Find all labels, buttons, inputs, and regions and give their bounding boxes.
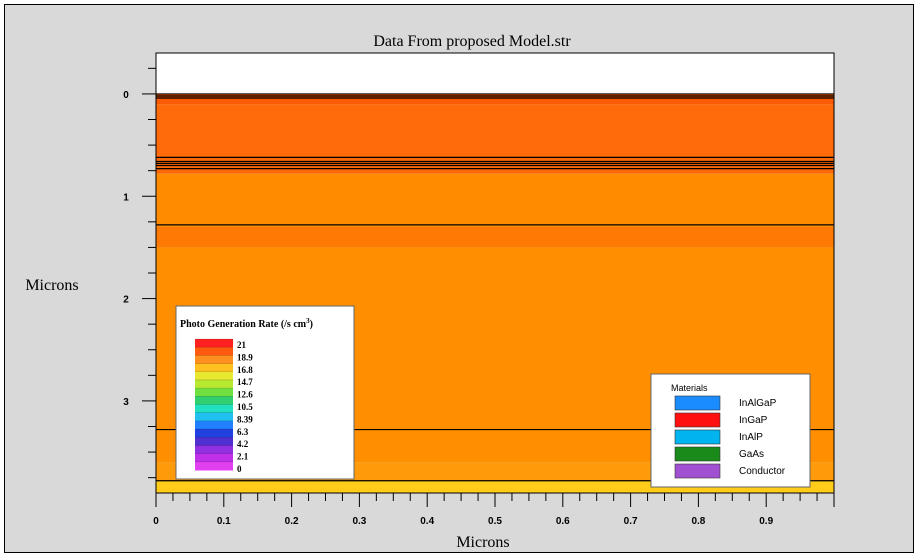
- region-1: [156, 93, 834, 105]
- photo-legend-label: 12.6: [237, 390, 253, 400]
- x-tick-label: 0.5: [488, 516, 502, 527]
- y-axis-label: Microns: [25, 277, 78, 294]
- photo-legend-label: 18.9: [237, 352, 253, 362]
- photo-swatch-11: [195, 429, 233, 438]
- material-label: InAlP: [739, 432, 763, 443]
- photo-legend-label: 21: [237, 340, 247, 350]
- x-tick-label: 0.4: [420, 516, 434, 527]
- y-tick-label: 1: [123, 192, 129, 203]
- photo-swatch-10: [195, 420, 233, 430]
- photo-legend-label: 0: [237, 464, 242, 474]
- x-tick-label: 0.7: [624, 516, 638, 527]
- photo-swatch-3: [195, 363, 233, 373]
- photo-swatch-14: [195, 453, 233, 463]
- x-tick-label: 0.1: [217, 516, 231, 527]
- materials-legend: Materials InAlGaP InGaP InAlP GaAs Conductor: [650, 373, 811, 488]
- photo-swatch-5: [195, 379, 233, 389]
- materials-legend-title: Materials: [671, 383, 708, 393]
- photo-swatch-7: [195, 396, 233, 405]
- y-tick-label: 2: [123, 295, 129, 306]
- chart-canvas: Data From proposed Model.str 0 1 2 3 0 0.1 0.2…: [25, 33, 835, 551]
- photo-swatch-1: [195, 347, 233, 356]
- photo-legend-label: 10.5: [237, 402, 253, 412]
- material-swatch-0: [674, 395, 721, 411]
- material-swatch-2: [674, 429, 721, 445]
- photo-swatch-13: [195, 445, 233, 455]
- photo-legend-label: 6.3: [237, 427, 249, 437]
- axes-layer: 0 1 2 3 0 0.1 0.2 0.3 0.4 0.5 0.6 0.7 0.8 0.9: [123, 52, 835, 527]
- photo-legend-label: 16.8: [237, 365, 253, 375]
- material-swatch-1: [674, 412, 721, 428]
- region-4: [156, 173, 834, 227]
- material-label: InGaP: [739, 415, 768, 426]
- x-tick-label: 0.3: [352, 516, 366, 527]
- x-tick-label: 0: [153, 516, 159, 527]
- x-tick-label: 0.9: [759, 516, 773, 527]
- photo-generation-legend: Photo Generation Rate (/s cm3) 21 18.9 16.…: [175, 305, 355, 480]
- y-tick-label: 3: [123, 397, 129, 408]
- photo-swatch-9: [195, 412, 233, 422]
- x-tick-label: 0.6: [556, 516, 570, 527]
- region-0: [156, 53, 834, 94]
- region-2: [156, 104, 834, 158]
- region-5: [156, 226, 834, 248]
- chart-title: Data From proposed Model.str: [373, 33, 571, 50]
- photo-legend-swatches: [195, 338, 233, 471]
- x-tick-label: 0.2: [285, 516, 299, 527]
- material-swatch-4: [674, 463, 721, 479]
- y-tick-label: 0: [123, 90, 129, 101]
- chart-frame: Data From proposed Model.str 0 1 2 3 0 0.1 0.2…: [4, 4, 914, 553]
- photo-legend-label: 14.7: [237, 377, 253, 387]
- photo-swatch-15: [195, 461, 233, 471]
- photo-legend-label: 8.39: [237, 414, 253, 424]
- photo-swatch-12: [195, 437, 233, 446]
- photo-swatch-6: [195, 388, 233, 397]
- photo-swatch-0: [195, 339, 233, 348]
- photo-legend-label: 2.1: [237, 452, 249, 462]
- material-label: GaAs: [739, 449, 764, 460]
- photo-swatch-8: [195, 404, 233, 414]
- photo-swatch-2: [195, 355, 233, 365]
- material-swatch-3: [674, 446, 721, 462]
- material-label: Conductor: [739, 466, 786, 477]
- x-tick-label: 0.8: [691, 516, 705, 527]
- photo-swatch-4: [195, 371, 233, 381]
- x-axis-label: Microns: [456, 534, 509, 551]
- photo-legend-label: 4.2: [237, 439, 249, 449]
- photo-legend-title: Photo Generation Rate (/s cm3): [180, 317, 313, 330]
- material-label: InAlGaP: [739, 398, 777, 409]
- photo-legend-labels: 21 18.9 16.8 14.7 12.6 10.5 8.39 6.3 4.2 2.1 0: [237, 340, 253, 474]
- materials-legend-items: InAlGaP InGaP InAlP GaAs Conductor: [674, 395, 786, 479]
